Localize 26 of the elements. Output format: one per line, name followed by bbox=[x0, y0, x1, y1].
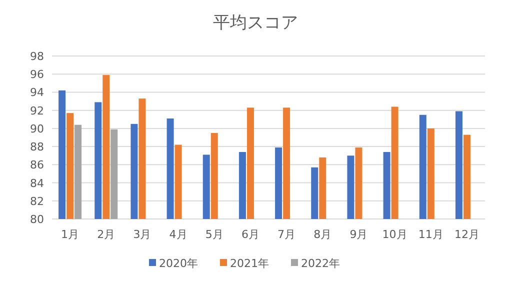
y-tick-label: 96 bbox=[30, 68, 44, 82]
legend-label: 2022年 bbox=[301, 257, 340, 270]
x-tick-label: 3月 bbox=[133, 228, 152, 241]
x-tick-label: 5月 bbox=[205, 228, 224, 241]
y-tick-label: 92 bbox=[30, 104, 44, 118]
y-tick-label: 80 bbox=[30, 213, 44, 226]
x-tick-label: 8月 bbox=[314, 228, 332, 241]
legend-label: 2021年 bbox=[230, 257, 269, 270]
y-tick-label: 94 bbox=[30, 86, 44, 100]
chart-title: 平均スコア bbox=[213, 13, 298, 33]
y-tick-label: 98 bbox=[30, 50, 44, 63]
x-tick-label: 9月 bbox=[350, 228, 368, 241]
legend-label: 2020年 bbox=[159, 257, 198, 270]
x-tick-label: 7月 bbox=[278, 228, 296, 241]
y-tick-label: 82 bbox=[30, 194, 44, 208]
y-tick-label: 84 bbox=[30, 176, 44, 190]
y-tick-label: 88 bbox=[30, 140, 44, 154]
x-tick-label: 4月 bbox=[169, 228, 188, 241]
y-tick-label: 86 bbox=[30, 158, 44, 172]
x-tick-label: 11月 bbox=[418, 228, 444, 241]
y-tick-label: 90 bbox=[30, 122, 44, 136]
x-tick-label: 12月 bbox=[454, 228, 480, 241]
x-tick-label: 1月 bbox=[61, 228, 80, 241]
x-tick-label: 6月 bbox=[241, 228, 260, 241]
x-tick-label: 10月 bbox=[382, 228, 408, 241]
x-tick-label: 2月 bbox=[97, 228, 116, 241]
